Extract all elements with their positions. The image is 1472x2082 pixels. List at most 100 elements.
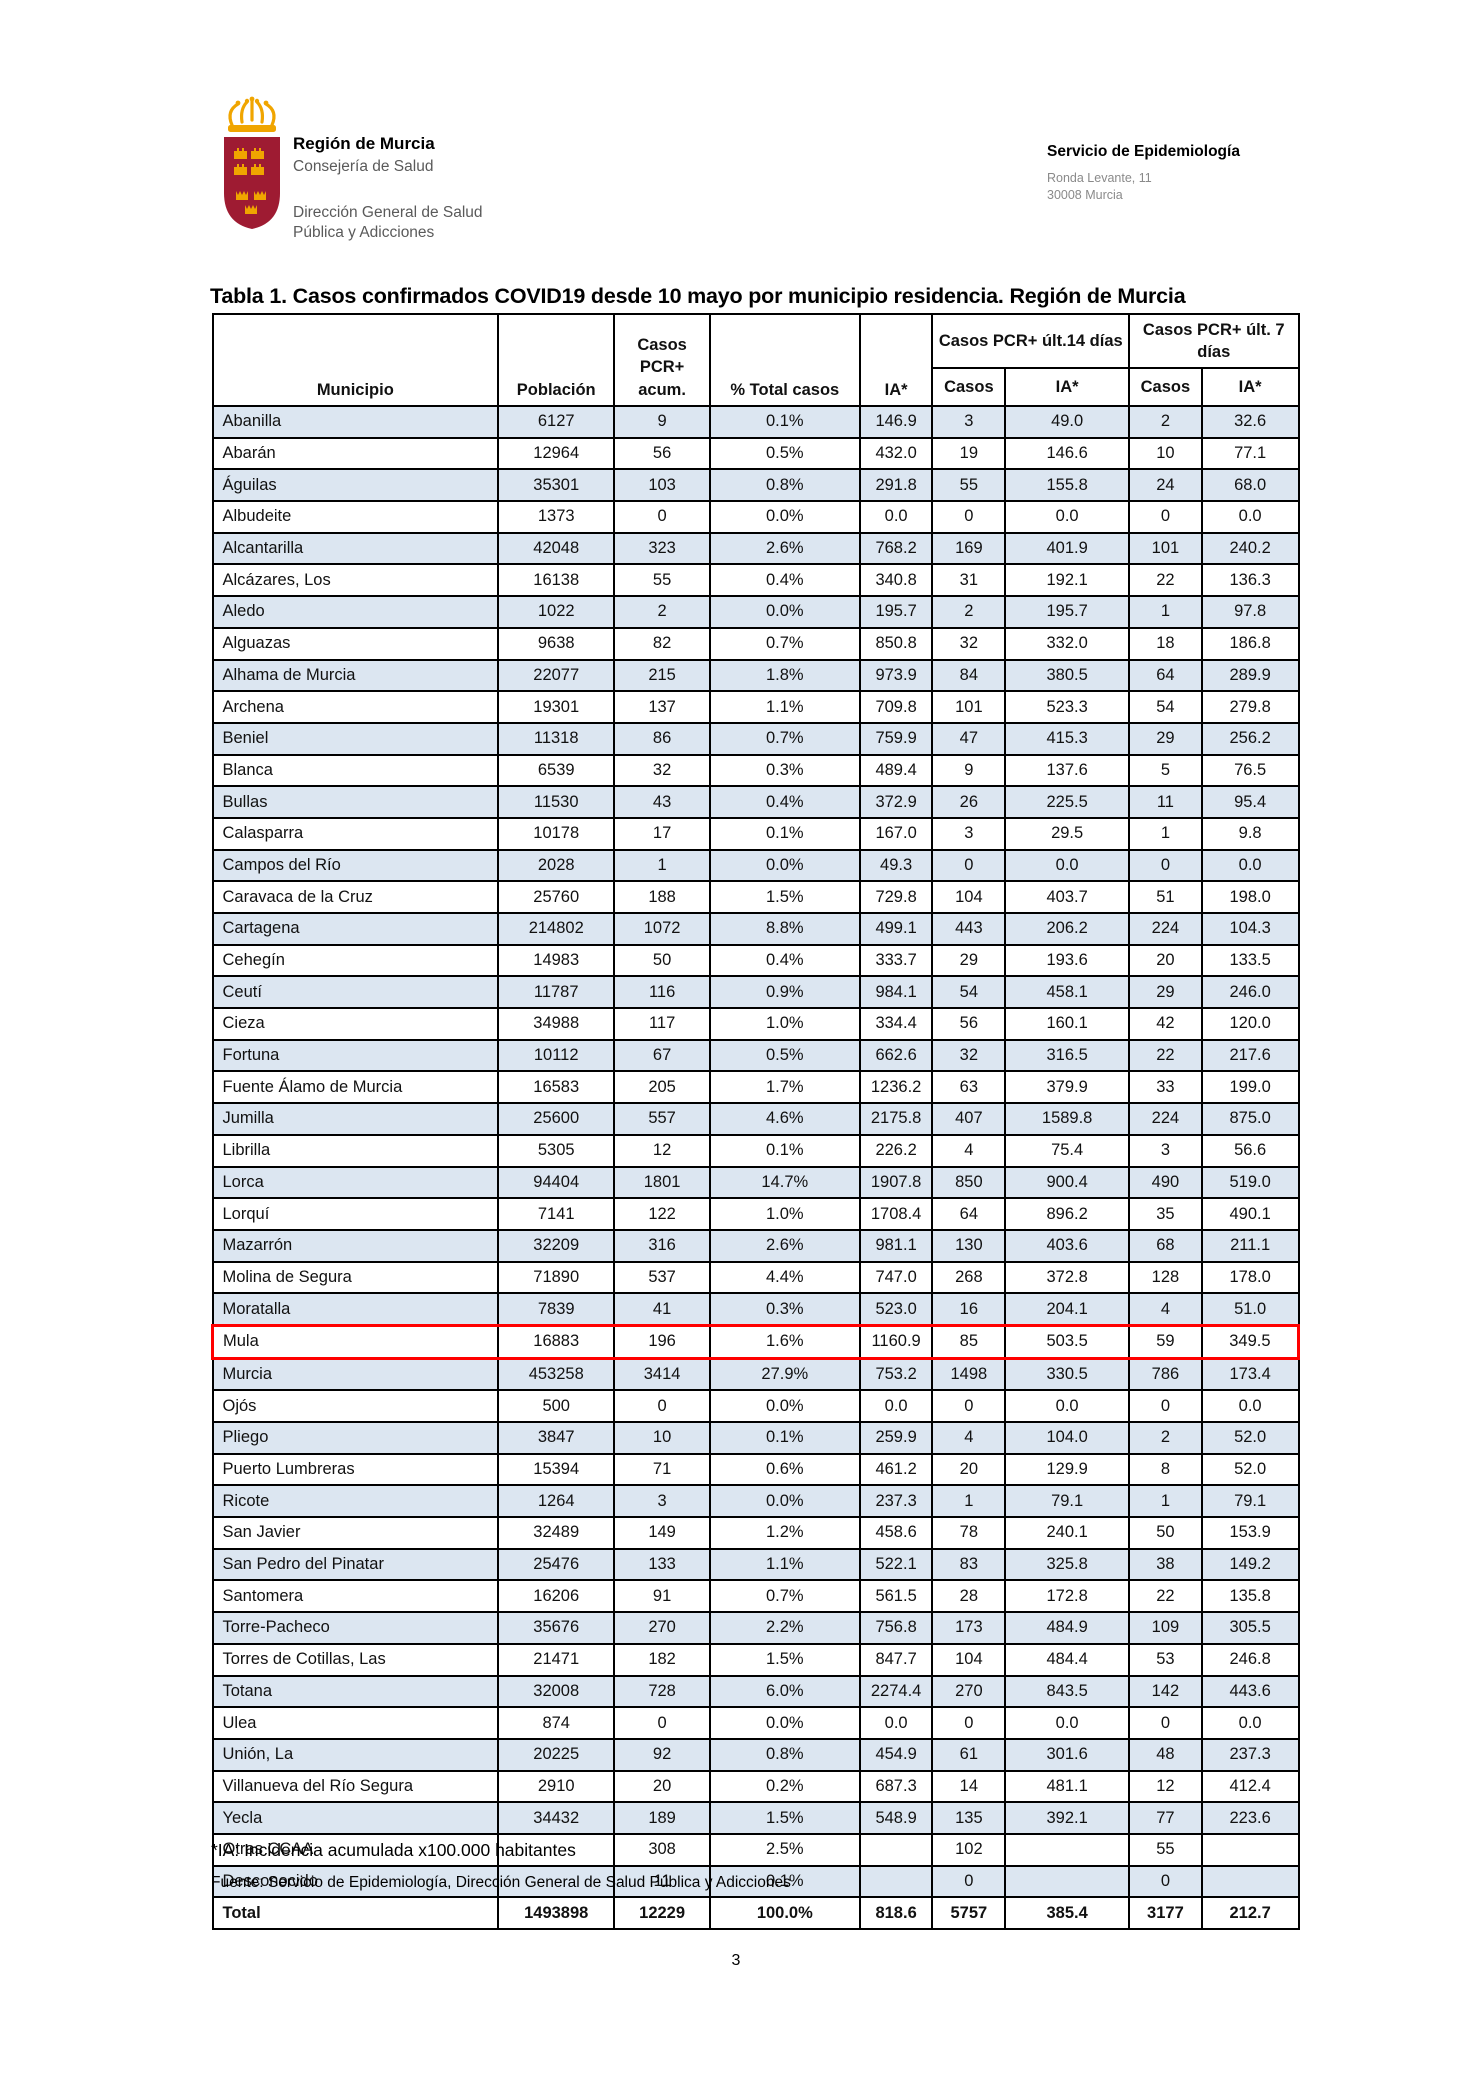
- cell-value: 22: [1128, 563, 1203, 598]
- cell-municipio: Albudeite: [211, 500, 500, 534]
- cell-municipio: Puerto Lumbreras: [211, 1452, 500, 1487]
- cell-value: 1498: [931, 1357, 1007, 1392]
- table-row: Murcia 453258 3414 27.9% 753.2 1498 330.5 786 17…: [211, 1357, 1300, 1392]
- cell-value: 51: [1128, 880, 1203, 914]
- table-row: Fortuna 10112 67 0.5% 662.6 32 316.5 22 217.6: [211, 1038, 1300, 1073]
- cell-value: 14.7%: [708, 1165, 861, 1200]
- cell-value: 22: [1128, 1579, 1203, 1614]
- cell-value: 237.3: [858, 1484, 934, 1519]
- cell-municipio: Caravaca de la Cruz: [211, 880, 500, 914]
- cell-value: 1708.4: [858, 1197, 934, 1231]
- cell-value: 101: [931, 690, 1007, 724]
- cell-value: [1200, 1864, 1300, 1899]
- cell-value: 2274.4: [858, 1674, 934, 1709]
- cell-value: 11318: [497, 721, 616, 756]
- cell-value: 454.9: [858, 1737, 934, 1772]
- cell-value: 149: [613, 1516, 711, 1550]
- cell-value: [497, 1832, 616, 1867]
- table-row: Jumilla 25600 557 4.6% 2175.8 407 1589.8 224 875…: [211, 1102, 1300, 1136]
- cell-municipio: Alguazas: [211, 626, 500, 661]
- cell-value: 308: [613, 1832, 711, 1867]
- table-row: Total 1493898 12229 100.0% 818.6 5757 385.4 317…: [211, 1896, 1300, 1930]
- cell-value: 167.0: [858, 816, 934, 851]
- cell-value: 137: [613, 690, 711, 724]
- cell-value: 0.4%: [708, 943, 861, 978]
- cell-value: 333.7: [858, 943, 934, 978]
- cell-value: 334.4: [858, 1007, 934, 1041]
- cell-value: 481.1: [1004, 1769, 1131, 1804]
- cell-value: 38: [1128, 1547, 1203, 1582]
- header-group-ult7: Casos PCR+ últ. 7 días: [1128, 313, 1300, 369]
- cell-value: 16583: [497, 1070, 616, 1105]
- table-row: Puerto Lumbreras 15394 71 0.6% 461.2 20 129.9 8…: [211, 1452, 1300, 1487]
- cell-value: 0.0: [858, 1706, 934, 1740]
- cell-value: 117: [613, 1007, 711, 1041]
- cell-value: 25476: [497, 1547, 616, 1582]
- cell-value: 195.7: [858, 595, 934, 629]
- cell-value: 2: [931, 595, 1007, 629]
- cell-value: 153.9: [1200, 1516, 1300, 1550]
- cell-value: 0: [1128, 500, 1203, 534]
- cell-value: 75.4: [1004, 1133, 1131, 1168]
- cell-value: 7839: [497, 1292, 616, 1327]
- cell-value: 403.7: [1004, 880, 1131, 914]
- cell-value: 20225: [497, 1737, 616, 1772]
- cell-value: 0.0: [1004, 848, 1131, 883]
- cell-value: 16883: [497, 1323, 616, 1360]
- cell-value: 42: [1128, 1007, 1203, 1041]
- cell-value: 130: [931, 1228, 1007, 1263]
- cell-value: 415.3: [1004, 721, 1131, 756]
- table-row: Yecla 34432 189 1.5% 548.9 135 392.1 77 223.6: [211, 1801, 1300, 1835]
- cell-value: 79.1: [1200, 1484, 1300, 1519]
- cell-value: 0: [613, 1706, 711, 1740]
- cell-value: 1: [1128, 595, 1203, 629]
- cell-value: [858, 1832, 934, 1867]
- cell-value: 95.4: [1200, 785, 1300, 819]
- cell-value: 77: [1128, 1801, 1203, 1835]
- cell-value: 85: [931, 1323, 1007, 1360]
- cell-value: 1.5%: [708, 1642, 861, 1677]
- header-municipio: Municipio: [211, 313, 500, 407]
- cell-value: 71: [613, 1452, 711, 1487]
- cell-value: 28: [931, 1579, 1007, 1614]
- cell-municipio: Mazarrón: [211, 1228, 500, 1263]
- cell-municipio: Lorquí: [211, 1197, 500, 1231]
- table-row: Alcázares, Los 16138 55 0.4% 340.8 31 192.1 22 1…: [211, 563, 1300, 598]
- table-row: Totana 32008 728 6.0% 2274.4 270 843.5 142 443.6: [211, 1674, 1300, 1709]
- cell-value: 458.1: [1004, 975, 1131, 1010]
- cell-value: 68.0: [1200, 468, 1300, 503]
- cell-value: 12964: [497, 436, 616, 471]
- cell-municipio: Total: [211, 1896, 500, 1930]
- cell-value: 149.2: [1200, 1547, 1300, 1582]
- cell-value: 0.7%: [708, 721, 861, 756]
- cell-value: 1589.8: [1004, 1102, 1131, 1136]
- header-ia-14: IA*: [1004, 367, 1131, 407]
- table-row: San Javier 32489 149 1.2% 458.6 78 240.1 50 153.…: [211, 1516, 1300, 1550]
- cell-municipio: Abarán: [211, 436, 500, 471]
- table-row: Ojós 500 0 0.0% 0.0 0 0.0 0 0.0: [211, 1389, 1300, 1423]
- cell-value: 32: [931, 1038, 1007, 1073]
- cell-value: 83: [931, 1547, 1007, 1582]
- cell-value: 432.0: [858, 436, 934, 471]
- cell-value: 847.7: [858, 1642, 934, 1677]
- cell-value: 0.2%: [708, 1769, 861, 1804]
- cell-municipio: Yecla: [211, 1801, 500, 1835]
- cell-value: 349.5: [1200, 1323, 1300, 1360]
- cell-value: [497, 1864, 616, 1899]
- cell-municipio: Cieza: [211, 1007, 500, 1041]
- cell-value: 135.8: [1200, 1579, 1300, 1614]
- service-title: Servicio de Epidemiología: [1047, 143, 1240, 160]
- table-row: Campos del Río 2028 1 0.0% 49.3 0 0.0 0 0.0: [211, 848, 1300, 883]
- cell-value: 330.5: [1004, 1357, 1131, 1392]
- cell-value: 142: [1128, 1674, 1203, 1709]
- cell-value: 35301: [497, 468, 616, 503]
- cell-value: 1.7%: [708, 1070, 861, 1105]
- cell-value: 0: [931, 1864, 1007, 1899]
- cell-value: 86: [613, 721, 711, 756]
- cell-value: 146.6: [1004, 436, 1131, 471]
- cell-value: 0: [613, 500, 711, 534]
- cell-value: 155.8: [1004, 468, 1131, 503]
- cell-value: 557: [613, 1102, 711, 1136]
- cell-value: 316: [613, 1228, 711, 1263]
- cell-municipio: Archena: [211, 690, 500, 724]
